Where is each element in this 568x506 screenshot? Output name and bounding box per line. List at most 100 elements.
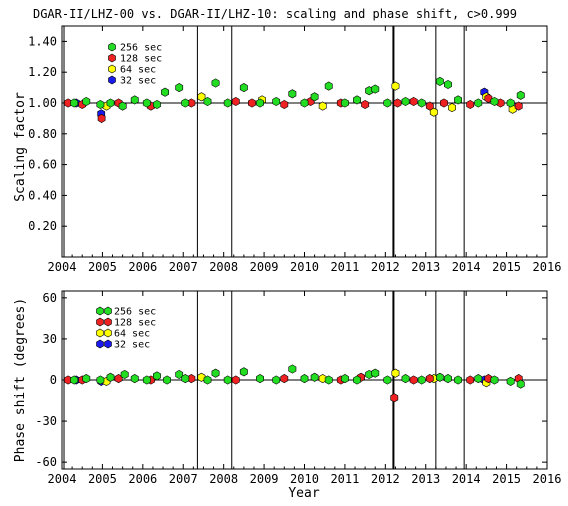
scaling-factor-y-axis-label: Scaling factor (13, 92, 28, 202)
phase-point-128-sec (425, 374, 434, 384)
phase-point-256-sec (130, 374, 139, 384)
phase-x-tick-label: 2005 (88, 472, 117, 486)
scaling-point-256-sec (401, 96, 410, 107)
scaling-point-256-sec (256, 98, 265, 108)
x-axis-label: Year (288, 486, 319, 501)
scaling-y-tick-label: 1.00 (28, 96, 57, 110)
phase-y-tick-label: 0 (50, 373, 57, 387)
legend-label-64-sec: 64 sec (120, 65, 156, 76)
scaling-point-256-sec (340, 98, 349, 108)
phase-point-256-sec (435, 372, 444, 382)
scaling-point-128-sec (280, 99, 289, 110)
scaling-point-128-sec (248, 98, 256, 108)
scaling-point-256-sec (96, 99, 105, 110)
scaling-x-tick-label: 2007 (169, 260, 198, 274)
phase-point-128-sec (390, 393, 399, 403)
legend-label-32-sec: 32 sec (114, 340, 150, 351)
phase-x-tick-label: 2014 (452, 472, 481, 486)
scaling-x-tick-label: 2013 (411, 260, 440, 274)
phase-x-tick-label: 2010 (290, 472, 319, 486)
scaling-point-256-sec (272, 96, 281, 107)
scaling-point-256-sec (383, 98, 392, 108)
legend-marker-128-sec (104, 317, 112, 327)
phase-point-256-sec (324, 375, 333, 385)
phase-point-256-sec (353, 375, 362, 385)
phase-point-256-sec (223, 375, 232, 385)
phase-point-64-sec (391, 368, 400, 378)
scaling-point-128-sec (439, 98, 448, 108)
legend-marker-256-sec (108, 42, 116, 52)
scaling-y-tick-label: 0.20 (28, 219, 57, 233)
phase-point-256-sec (239, 367, 248, 377)
phase-x-tick-label: 2004 (48, 472, 77, 486)
phase-x-tick-label: 2016 (533, 472, 562, 486)
scaling-x-tick-label: 2004 (48, 260, 77, 274)
scaling-y-tick-label: 1.40 (28, 34, 57, 48)
phase-shift-y-axis-label: Phase shift (degrees) (13, 298, 28, 462)
scaling-point-128-sec (393, 98, 402, 108)
phase-x-tick-label: 2011 (330, 472, 359, 486)
legend-marker-64-sec (108, 64, 116, 74)
phase-point-256-sec (474, 374, 483, 384)
scaling-point-256-sec (365, 86, 374, 96)
scaling-point-256-sec (353, 95, 362, 105)
legend-marker-64-sec (96, 328, 104, 338)
phase-y-tick-label: 30 (43, 332, 57, 346)
scaling-point-256-sec (443, 79, 452, 90)
legend-marker-64-sec (104, 328, 112, 338)
phase-point-128-sec (466, 375, 475, 385)
phase-point-256-sec (417, 375, 426, 385)
legend-label-256-sec: 256 sec (114, 307, 156, 318)
scaling-point-256-sec (70, 98, 79, 108)
scaling-x-tick-label: 2006 (128, 260, 157, 274)
phase-point-128-sec (114, 374, 123, 384)
scaling-point-128-sec (466, 99, 475, 110)
scaling-point-256-sec (516, 90, 525, 100)
scaling-point-256-sec (288, 89, 297, 99)
scaling-point-64-sec (448, 103, 457, 113)
scaling-x-tick-label: 2008 (209, 260, 238, 274)
legend-label-256-sec: 256 sec (120, 43, 162, 54)
scaling-point-128-sec (361, 99, 370, 110)
phase-point-128-sec (280, 374, 289, 384)
phase-x-tick-label: 2015 (492, 472, 521, 486)
legend-marker-256-sec (96, 306, 104, 316)
scaling-point-256-sec (490, 96, 499, 107)
scaling-point-256-sec (435, 76, 444, 86)
scaling-point-256-sec (474, 98, 483, 108)
legend-label-32-sec: 32 sec (120, 76, 156, 87)
scaling-point-128-sec (425, 101, 434, 111)
scaling-point-256-sec (371, 84, 380, 94)
phase-point-256-sec (516, 379, 525, 389)
phase-point-256-sec (371, 368, 380, 378)
phase-x-tick-label: 2012 (371, 472, 400, 486)
scaling-x-tick-label: 2005 (88, 260, 117, 274)
phase-point-256-sec (340, 374, 349, 384)
scaling-factor-panel: 2004 2005 2006 2007 2008 2009 2010 2011 2012 2013… (28, 25, 561, 274)
phase-point-256-sec (365, 369, 374, 380)
legend-marker-256-sec (104, 306, 112, 316)
scaling-point-256-sec (239, 83, 248, 93)
phase-point-256-sec (401, 374, 410, 384)
phase-point-256-sec (120, 369, 129, 380)
legend-label-128-sec: 128 sec (120, 54, 162, 65)
scaling-point-256-sec (203, 96, 212, 107)
phase-point-256-sec (106, 372, 115, 382)
phase-y-tick-label: 60 (43, 291, 57, 305)
phase-x-tick-label: 2006 (128, 472, 157, 486)
phase-point-256-sec (153, 371, 161, 381)
scaling-x-tick-label: 2014 (452, 260, 481, 274)
phase-point-256-sec (300, 374, 309, 384)
phase-point-256-sec (310, 372, 319, 382)
legend-marker-32-sec (108, 75, 116, 85)
phase-point-256-sec (211, 368, 220, 378)
phase-point-256-sec (272, 375, 281, 385)
scaling-x-tick-label: 2015 (492, 260, 521, 274)
scaling-point-256-sec (300, 98, 309, 108)
phase-x-tick-label: 2007 (169, 472, 198, 486)
legend-marker-32-sec (104, 339, 112, 349)
scaling-point-256-sec (454, 95, 463, 105)
scaling-point-128-sec (496, 98, 505, 108)
phase-y-tick-label: -30 (35, 414, 57, 428)
scaling-point-256-sec (181, 98, 190, 108)
